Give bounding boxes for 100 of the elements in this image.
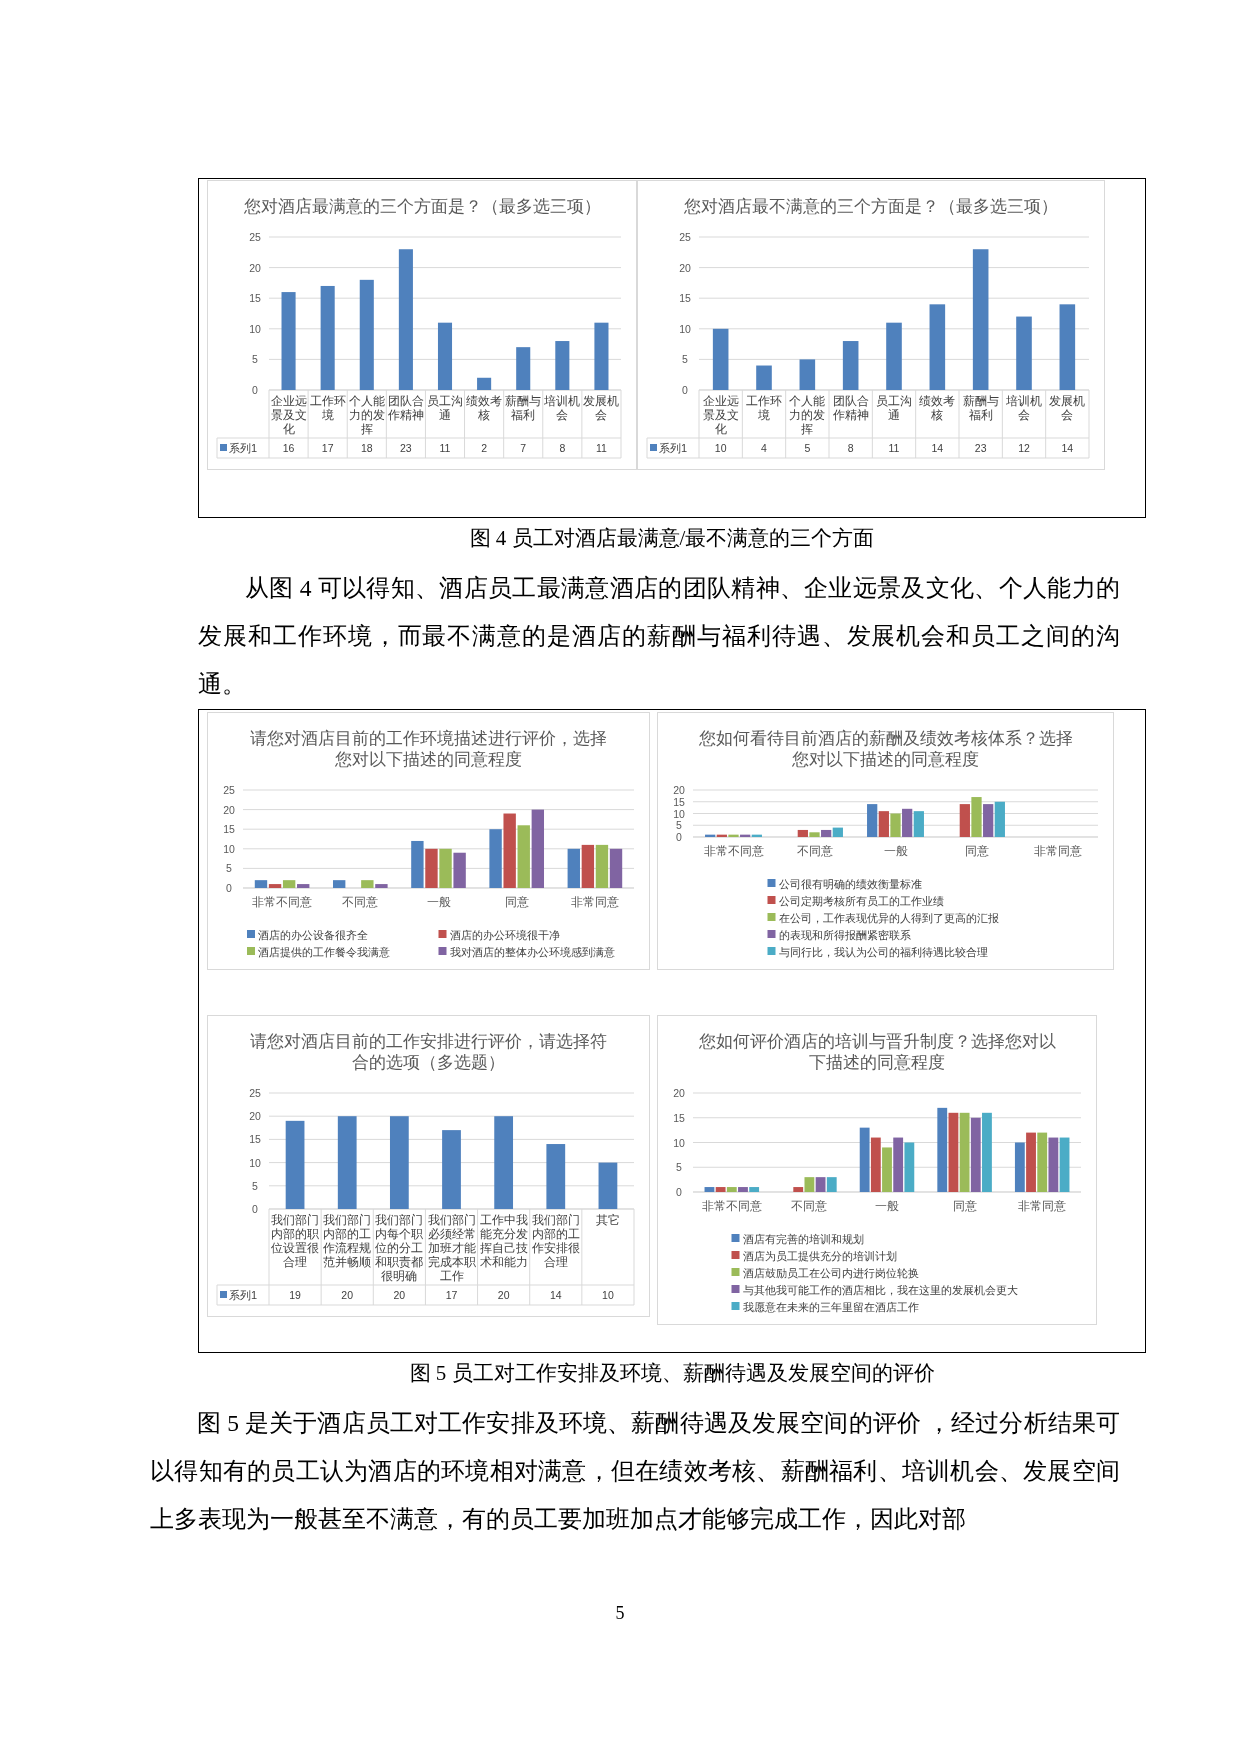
bar [756, 365, 772, 390]
bar [595, 844, 609, 888]
legend-label: 与同行比，我认为公司的福利待遇比较合理 [778, 945, 988, 958]
chart-title: 您对酒店最满意的三个方面是？（最多选三项） [242, 197, 601, 216]
chart-title: 您如何评价酒店的培训与晋升制度？选择您对以下描述的同意程度 [697, 1032, 1056, 1072]
y-tick-label: 25 [679, 231, 691, 243]
bar [1059, 304, 1076, 390]
y-tick-label: 10 [249, 322, 261, 335]
x-tick-label: 一般 [426, 896, 451, 908]
bar [971, 797, 982, 837]
data-label: 19 [289, 1289, 302, 1301]
bar [375, 884, 388, 888]
legend-label: 与其他我可能工作的酒店相比，我在这里的发展机会更大 [742, 1283, 1018, 1296]
x-tick-label: 团队合作精神 [831, 395, 869, 421]
bar [882, 1147, 892, 1192]
y-tick-label: 20 [673, 784, 685, 796]
bar [567, 848, 580, 888]
bar [972, 249, 989, 390]
y-tick-label: 25 [249, 231, 261, 243]
x-tick-label: 同意 [952, 1200, 977, 1212]
bar [489, 829, 502, 888]
bar [1014, 1142, 1025, 1192]
legend-label: 在公司，工作表现优异的人得到了更高的汇报 [778, 911, 999, 924]
data-label: 8 [559, 442, 566, 454]
bar [870, 1137, 881, 1192]
y-tick-label: 20 [673, 1087, 685, 1099]
legend-label: 我愿意在未来的三年里留在酒店工作 [742, 1300, 919, 1313]
data-label: 5 [804, 442, 811, 454]
bar [439, 848, 452, 888]
y-tick-label: 5 [226, 862, 233, 875]
bar [715, 1187, 726, 1192]
x-tick-label: 一般 [883, 845, 908, 857]
x-tick-label: 非常不同意 [703, 845, 764, 857]
bar [411, 840, 424, 888]
bar [361, 880, 374, 888]
y-tick-label: 10 [249, 1156, 261, 1169]
data-label: 20 [393, 1289, 406, 1301]
legend-label: 公司定期考核所有员工的工作业绩 [778, 894, 944, 907]
bar [867, 804, 878, 837]
y-tick-label: 20 [249, 1110, 261, 1123]
data-label: 2 [481, 442, 488, 454]
bar [517, 825, 530, 888]
bar [281, 292, 296, 390]
data-label: 18 [360, 442, 373, 454]
legend-label: 系列1 [229, 1289, 258, 1301]
bar [959, 1112, 970, 1192]
bar [285, 1120, 305, 1209]
x-tick-label: 非常同意 [1033, 845, 1082, 857]
bar [337, 1116, 357, 1209]
y-tick-label: 20 [679, 261, 691, 274]
x-tick-label: 员工沟通 [427, 395, 463, 421]
bar [494, 1116, 514, 1209]
data-label: 10 [602, 1289, 614, 1301]
bar [516, 347, 531, 390]
bar [442, 1130, 461, 1209]
y-tick-label: 15 [249, 292, 261, 305]
bar [902, 808, 913, 837]
bar [712, 328, 729, 390]
data-label: 11 [439, 442, 451, 454]
bar [728, 834, 739, 837]
bar [842, 341, 859, 390]
data-label: 12 [1018, 442, 1030, 454]
x-tick-label: 培训机会 [1005, 394, 1042, 421]
chart-title: 请您对酒店目前的工作环境描述进行评价，选择您对以下描述的同意程度 [250, 729, 607, 769]
x-tick-label: 发展机会 [1049, 395, 1086, 421]
legend-label: 公司很有明确的绩效衡量标准 [778, 877, 922, 890]
data-label: 16 [282, 442, 295, 454]
x-tick-label: 工作中我能充分发挥自己技术和能力 [479, 1214, 528, 1268]
y-tick-label: 5 [676, 1161, 683, 1174]
bar [793, 1187, 804, 1192]
x-tick-label: 非常不同意 [252, 896, 313, 908]
y-tick-label: 5 [676, 819, 683, 832]
bar [904, 1142, 915, 1192]
y-tick-label: 5 [682, 353, 689, 366]
bar [804, 1177, 815, 1192]
data-label: 17 [321, 442, 334, 454]
bar [890, 813, 901, 837]
data-label: 14 [931, 442, 944, 454]
bar [982, 1112, 992, 1192]
bar [726, 1187, 737, 1192]
x-tick-label: 个人能力的发挥 [348, 395, 385, 435]
bar [749, 1187, 760, 1192]
bar [893, 1137, 904, 1192]
y-tick-label: 0 [676, 831, 683, 843]
bar [738, 1187, 748, 1192]
x-tick-label: 我们部门内每个职位的分工和职责都很明确 [375, 1213, 424, 1282]
x-tick-label: 发展机会 [583, 395, 620, 421]
legend-label: 系列1 [659, 442, 688, 454]
data-label: 14 [1061, 442, 1074, 454]
x-tick-label: 不同意 [796, 845, 833, 857]
x-tick-label: 不同意 [791, 1200, 828, 1212]
legend-label: 酒店提供的工作餐令我满意 [258, 945, 390, 958]
bar [320, 285, 335, 390]
bar [832, 827, 843, 837]
bar [821, 829, 832, 837]
bar [878, 811, 889, 837]
caption: 图 5 是关于酒店员工对工作安排及环境、薪酬待遇及发展空间的评价 ，经过分析结果可以得知有的员工认为酒店的环境相对满意，但在绩效考核、薪酬福利、培训机会、发展空间上多表现为一般甚至不满意，有的员工要加班加点才能够完成工作，因此对部 [150, 1409, 1120, 1534]
bar [994, 801, 1005, 837]
data-label: 20 [341, 1289, 354, 1301]
bar [859, 1127, 870, 1192]
